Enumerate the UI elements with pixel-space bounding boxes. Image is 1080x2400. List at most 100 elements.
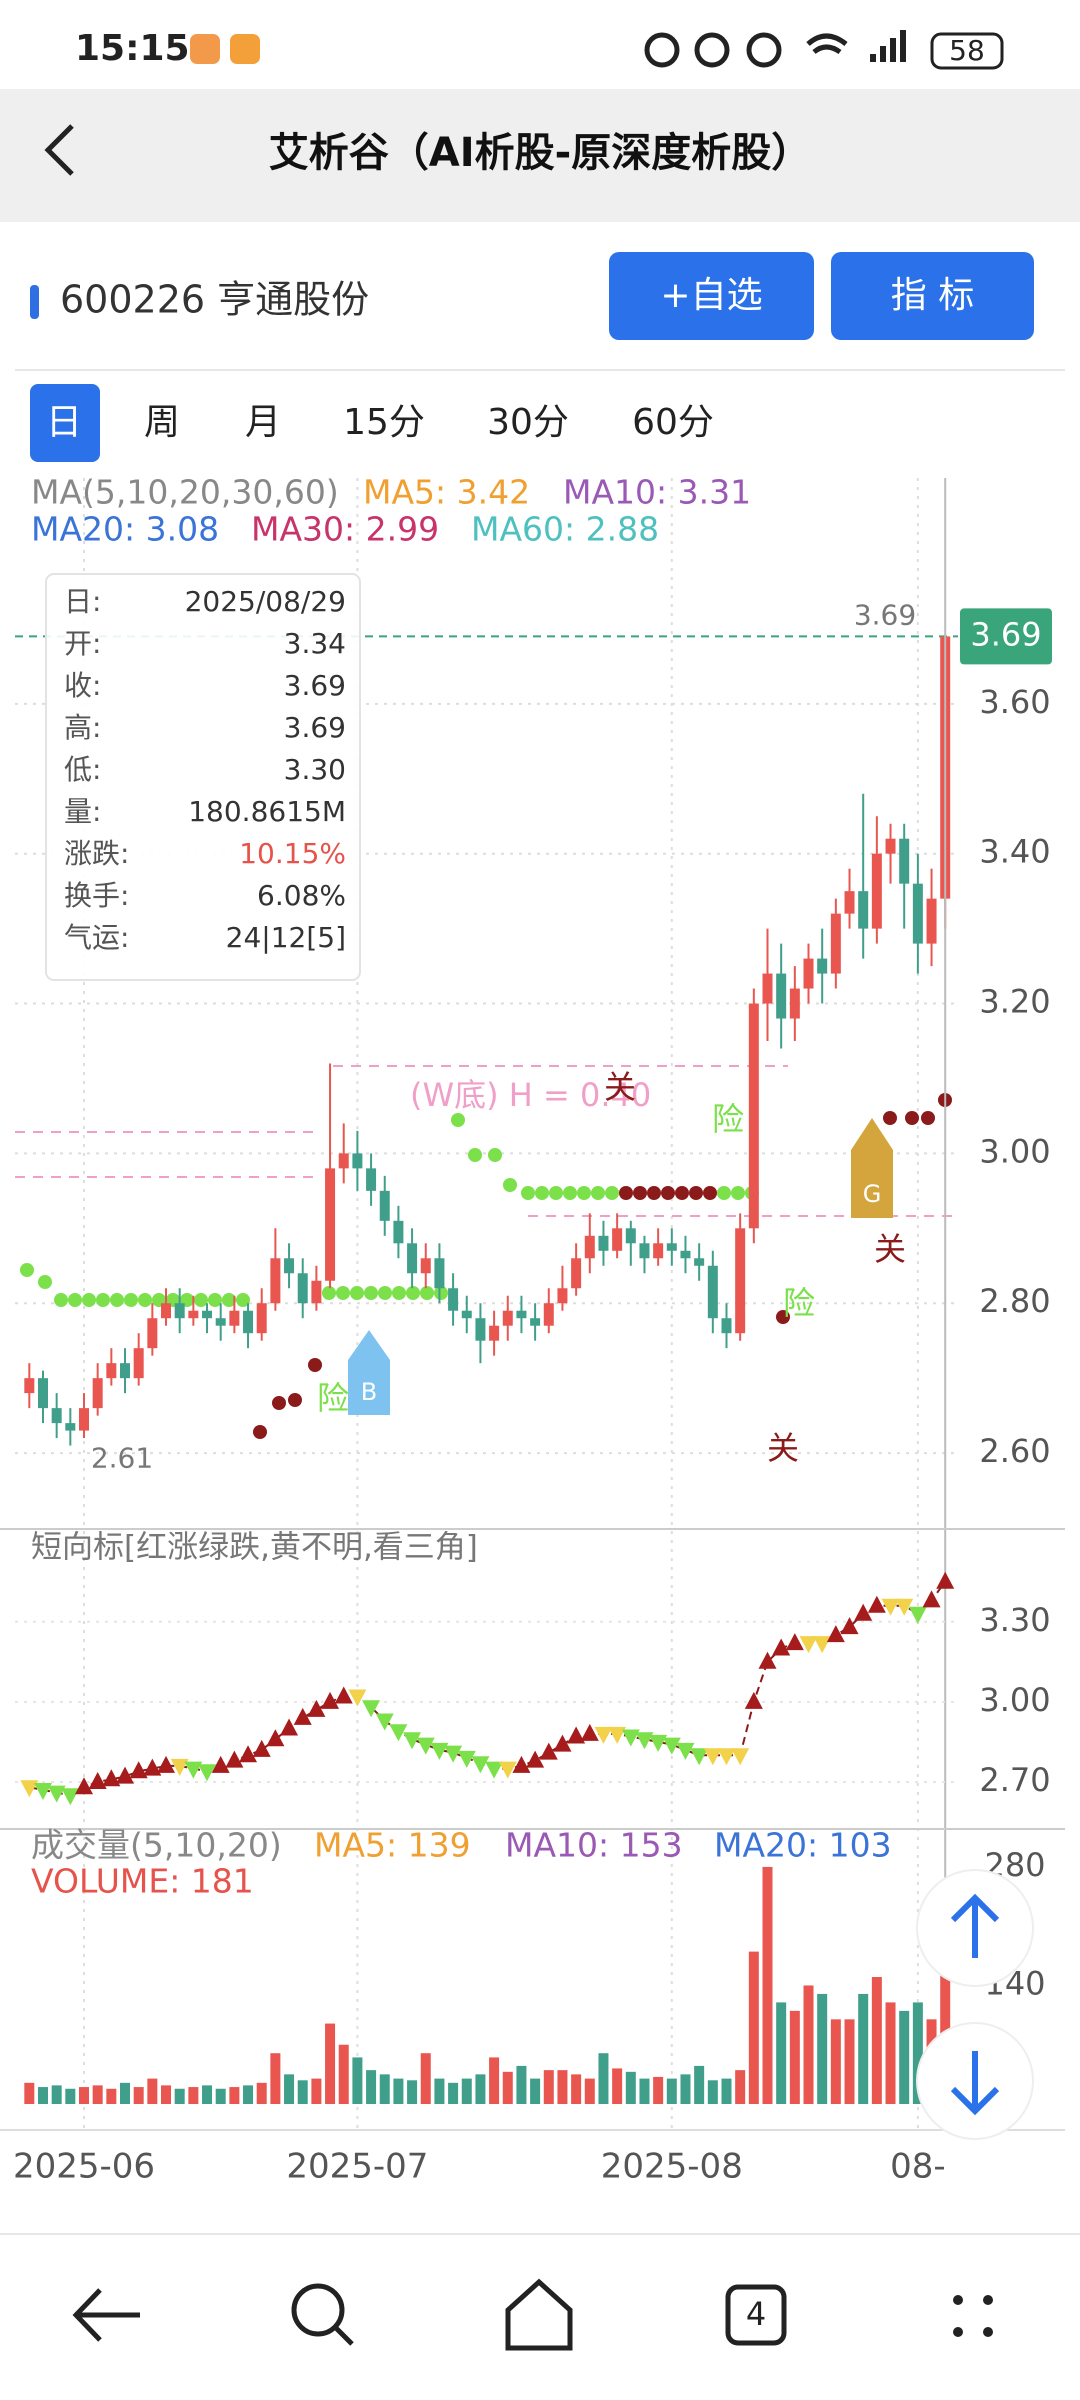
- candle-body: [625, 1228, 636, 1244]
- tab-selected[interactable]: [30, 384, 100, 462]
- period-tab: 15分: [343, 402, 425, 443]
- candle-body: [284, 1258, 295, 1274]
- nav-search[interactable]: [291, 2283, 345, 2337]
- indicator-marker: [594, 1726, 613, 1744]
- back-button[interactable]: [44, 124, 74, 176]
- signal-dot: [20, 1263, 34, 1277]
- indicator-marker: [129, 1761, 148, 1779]
- info-value: 3.30: [284, 753, 346, 786]
- signal-dot: [905, 1111, 919, 1125]
- signal-dot: [776, 1310, 790, 1324]
- volume-legend: 成交量(5,10,20): [31, 1826, 282, 1865]
- status-icon: [644, 32, 680, 68]
- stock-marker: [30, 285, 39, 319]
- signal-bar: [870, 54, 876, 62]
- candle-body: [748, 1003, 759, 1229]
- candle-body: [147, 1318, 158, 1349]
- indicator-marker: [389, 1724, 408, 1742]
- signal-dot: [350, 1286, 364, 1300]
- volume-bar: [92, 2085, 103, 2104]
- candle-body: [161, 1303, 172, 1319]
- indicator-marker: [676, 1742, 695, 1760]
- nav-home[interactable]: [505, 2278, 573, 2351]
- volume-bar: [284, 2074, 295, 2104]
- candle-body: [338, 1153, 349, 1169]
- nav-more-dot: [983, 2295, 993, 2305]
- indicator-marker: [307, 1699, 326, 1717]
- volume-bar: [215, 2088, 226, 2104]
- last-price-label: 3.69: [970, 615, 1041, 653]
- signal-dot: [521, 1186, 535, 1200]
- signal-dot: [468, 1148, 482, 1162]
- toolbar-button[interactable]: [609, 252, 814, 340]
- annotation: 关: [604, 1068, 636, 1106]
- info-value: 2025/08/29: [185, 585, 346, 618]
- candle-body: [133, 1348, 144, 1379]
- scroll-arrow: [950, 1893, 1000, 1958]
- candle-body: [830, 913, 841, 974]
- nav-more-dot: [953, 2327, 963, 2337]
- indicator-marker: [635, 1732, 654, 1750]
- signal-dot: [434, 1286, 448, 1300]
- toolbar-button[interactable]: [831, 252, 1034, 340]
- candle-body: [571, 1258, 582, 1289]
- ma-legend: MA(5,10,20,30,60): [31, 473, 339, 512]
- candle-body: [393, 1220, 404, 1244]
- nav-tabs[interactable]: [725, 2284, 787, 2346]
- volume-bar: [666, 2078, 677, 2104]
- signal-dot: [488, 1148, 502, 1162]
- indicator-marker: [375, 1713, 394, 1731]
- candle-body: [912, 883, 923, 944]
- indicator-marker: [184, 1761, 203, 1779]
- signal-dot: [110, 1293, 124, 1307]
- signal-dot: [38, 1275, 52, 1289]
- status-icon: [746, 32, 782, 68]
- volume-bar: [516, 2065, 527, 2104]
- volume-bar: [461, 2078, 472, 2104]
- candle-body: [434, 1258, 445, 1289]
- indicator-marker: [485, 1761, 504, 1779]
- indicator-marker: [211, 1755, 230, 1773]
- signal-dot: [236, 1293, 250, 1307]
- candle-body: [229, 1310, 240, 1326]
- candle-body: [584, 1235, 595, 1259]
- volume-bar: [448, 2082, 459, 2104]
- volume-bar: [51, 2085, 62, 2104]
- candle-body: [37, 1378, 48, 1409]
- signal-dot: [138, 1293, 152, 1307]
- candle-body: [516, 1310, 527, 1319]
- indicator-marker: [526, 1750, 545, 1768]
- scroll-arrow: [950, 2051, 1000, 2116]
- volume-bar: [379, 2074, 390, 2104]
- signal-dot: [731, 1186, 745, 1200]
- candle-body: [557, 1288, 568, 1304]
- candle-body: [475, 1318, 486, 1341]
- battery-level: 58: [949, 34, 985, 67]
- info-label: 换手:: [64, 879, 129, 912]
- volume-bar: [147, 2078, 158, 2104]
- volume-bar: [37, 2087, 48, 2104]
- candle-body: [489, 1325, 500, 1341]
- volume-bar: [393, 2078, 404, 2104]
- nav-back[interactable]: [72, 2288, 140, 2342]
- indicator-marker: [867, 1595, 886, 1613]
- candle-body: [448, 1288, 459, 1311]
- annotation: (W底) H = 0.40: [410, 1076, 651, 1114]
- toolbar-button-label: 指 标: [891, 275, 974, 316]
- indicator-marker: [280, 1718, 299, 1736]
- volume-bar: [188, 2087, 199, 2104]
- candle-body: [721, 1318, 732, 1334]
- candle-body: [407, 1243, 418, 1274]
- volume-legend: VOLUME: 181: [31, 1862, 254, 1901]
- indicator-marker: [908, 1606, 927, 1624]
- candle-body: [803, 958, 814, 989]
- wifi-icon: [806, 33, 848, 55]
- indicator-marker: [362, 1700, 381, 1718]
- indicator-marker: [840, 1617, 859, 1635]
- annotation: 险: [712, 1100, 744, 1138]
- indicator-marker: [895, 1598, 914, 1616]
- volume-bar: [612, 2068, 623, 2104]
- candle-body: [735, 1228, 746, 1334]
- candle-body: [844, 891, 855, 914]
